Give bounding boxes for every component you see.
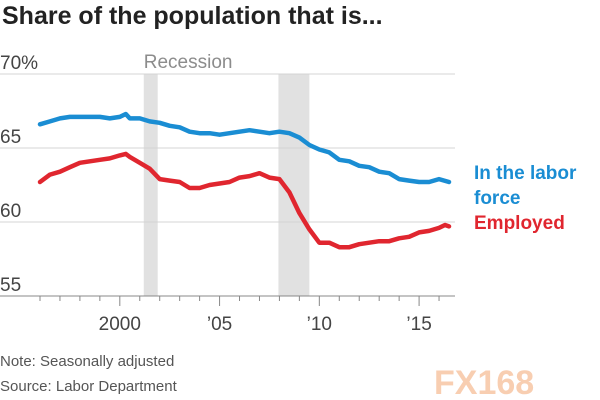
series-line-employed	[37, 151, 452, 250]
series-line-labor-force	[37, 111, 452, 185]
y-tick-label-70: 70%	[0, 53, 38, 74]
y-tick-label-65: 65	[0, 127, 21, 148]
chart-title: Share of the population that is...	[2, 2, 383, 30]
x-tick-label-2015: ’15	[406, 314, 431, 335]
y-tick-labels: 55 60 65 70%	[0, 53, 38, 296]
x-axis	[0, 295, 455, 306]
y-tick-label-55: 55	[0, 275, 21, 296]
y-tick-label-60: 60	[0, 201, 21, 222]
x-tick-labels: 2000 ’05 ’10 ’15	[99, 314, 432, 335]
gridlines	[0, 73, 455, 223]
source-text: Source: Labor Department	[0, 378, 178, 395]
series-labels: In the labor force Employed	[474, 163, 577, 234]
series-label-labor-force-line-1: In the labor	[474, 163, 577, 184]
recession-band-1	[143, 74, 158, 296]
series-label-employed: Employed	[474, 213, 565, 234]
note-text: Note: Seasonally adjusted	[0, 353, 174, 370]
series-label-labor-force-line-2: force	[474, 188, 520, 209]
x-tick-label-2005: ’05	[207, 314, 232, 335]
x-tick-label-2000: 2000	[99, 314, 141, 335]
x-tick-label-2010: ’10	[307, 314, 332, 335]
recession-label: Recession	[144, 52, 233, 73]
series-lines	[37, 111, 452, 250]
watermark-logo: FX168	[434, 364, 534, 400]
